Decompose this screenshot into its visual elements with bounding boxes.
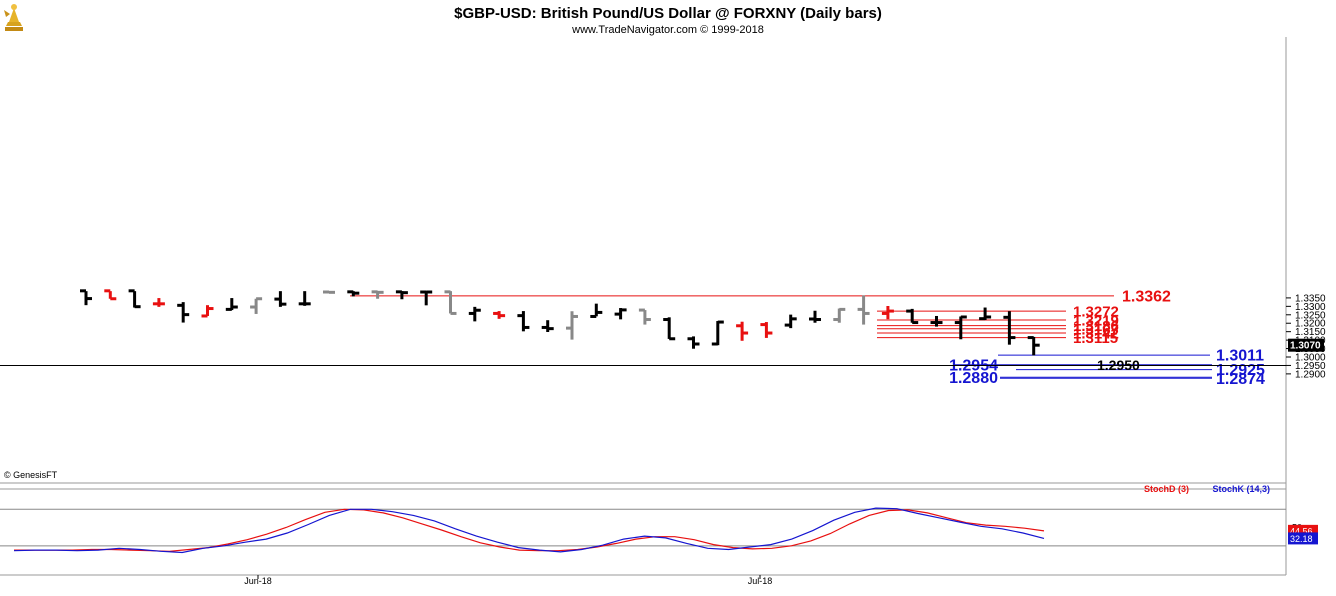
stochastic-lines <box>13 507 1045 554</box>
level-label: 1.2925 <box>1216 362 1265 379</box>
ohlc-bar <box>201 305 214 318</box>
level-label: 1.3115 <box>1073 330 1118 347</box>
level-label: 1.3272 <box>1073 304 1119 321</box>
ohlc-bar <box>687 336 700 349</box>
stochd-last-value: 44.56 <box>1290 526 1313 536</box>
ohlc-bar <box>250 297 263 314</box>
legend-stochd: StochD (3) <box>1144 484 1189 494</box>
price-levels: 1.33621.32721.32191.31861.31671.31421.31… <box>0 288 1286 388</box>
ohlc-bar <box>298 291 311 306</box>
ohlc-bar <box>857 295 870 325</box>
level-label: 1.3362 <box>1122 288 1171 305</box>
y-tick-label: 1.3150 <box>1295 327 1326 338</box>
ohlc-bar <box>833 307 846 323</box>
ohlc-bar <box>663 317 676 341</box>
ohlc-bar <box>468 306 481 322</box>
reference-line-label: 1.2950 <box>1097 357 1140 373</box>
y-tick-label: 1.2900 <box>1295 369 1326 380</box>
stochk-last-value: 32.18 <box>1290 534 1313 544</box>
ohlc-bar <box>225 298 238 311</box>
y-tick-label: 1.3200 <box>1295 319 1326 330</box>
ohlc-bar <box>614 308 627 320</box>
level-label: 1.3167 <box>1073 321 1119 338</box>
level-label: 1.3142 <box>1073 326 1119 343</box>
ohlc-bar <box>128 289 141 309</box>
ohlc-bar <box>104 289 117 301</box>
y-axis: 1.29001.29501.30001.30501.31001.31501.32… <box>1286 293 1326 380</box>
stoch-last-value-box <box>1288 532 1318 545</box>
last-price-box <box>1288 338 1324 352</box>
ohlc-bar <box>1003 311 1016 345</box>
ohlc-bar <box>566 311 578 340</box>
price-bars <box>80 289 1040 356</box>
ohlc-bar <box>784 314 797 329</box>
y-tick-label: 1.2950 <box>1295 361 1326 372</box>
ohlc-bar <box>736 321 749 341</box>
stochastic-panel <box>0 488 1286 576</box>
level-label: 1.3011 <box>1216 348 1264 365</box>
ohlc-bar <box>444 290 457 315</box>
chart-title: $GBP-USD: British Pound/US Dollar @ FORX… <box>454 5 882 22</box>
ohlc-bar <box>541 320 554 333</box>
ohlc-bar <box>347 290 360 297</box>
last-price-label: 1.3070 <box>1290 341 1321 352</box>
ohlc-bar <box>323 290 335 294</box>
ohlc-bar <box>711 320 724 346</box>
y-tick-label: 1.3350 <box>1295 293 1326 304</box>
chart-subtitle: www.TradeNavigator.com © 1999-2018 <box>571 24 764 36</box>
ohlc-bar <box>395 290 408 300</box>
stochastic-reference-lines <box>0 508 1286 547</box>
ohlc-bar <box>177 302 190 323</box>
ohlc-bar <box>152 298 165 307</box>
ohlc-bar <box>80 289 92 306</box>
x-tick-label: Jul-18 <box>748 576 773 586</box>
ohlc-bar <box>274 291 287 307</box>
ohlc-bar <box>590 303 603 318</box>
level-label: 1.2880 <box>949 370 998 387</box>
stochk-line <box>13 507 1045 554</box>
x-axis: Jun-18 Jul-18 <box>244 575 772 586</box>
ohlc-bar <box>638 308 651 325</box>
y-tick-label: 1.3300 <box>1295 302 1326 313</box>
y-tick-label: 1.3000 <box>1295 353 1326 364</box>
ohlc-bar <box>1027 336 1040 356</box>
ohlc-bar <box>493 311 506 319</box>
ohlc-bar <box>760 322 773 338</box>
level-label: 1.3186 <box>1073 318 1119 335</box>
ohlc-bar <box>881 306 894 320</box>
ohlc-bar <box>906 308 919 325</box>
legend-stochk: StochK (14,3) <box>1212 484 1270 494</box>
ohlc-bar <box>371 290 384 299</box>
x-tick-label: Jun-18 <box>244 576 272 586</box>
stochd-line <box>14 508 1045 552</box>
level-label: 1.3219 <box>1073 313 1119 330</box>
watermark: © GenesisFT <box>4 470 58 480</box>
ohlc-bar <box>930 315 943 327</box>
lamp-icon <box>4 4 23 31</box>
y-tick-label: 1.3250 <box>1295 310 1326 321</box>
level-label: 1.2874 <box>1216 371 1265 388</box>
ohlc-bar <box>809 310 821 323</box>
ohlc-bar <box>979 307 992 321</box>
ohlc-bar <box>517 311 530 332</box>
ohlc-bar <box>954 315 967 340</box>
ohlc-bar <box>420 290 433 306</box>
